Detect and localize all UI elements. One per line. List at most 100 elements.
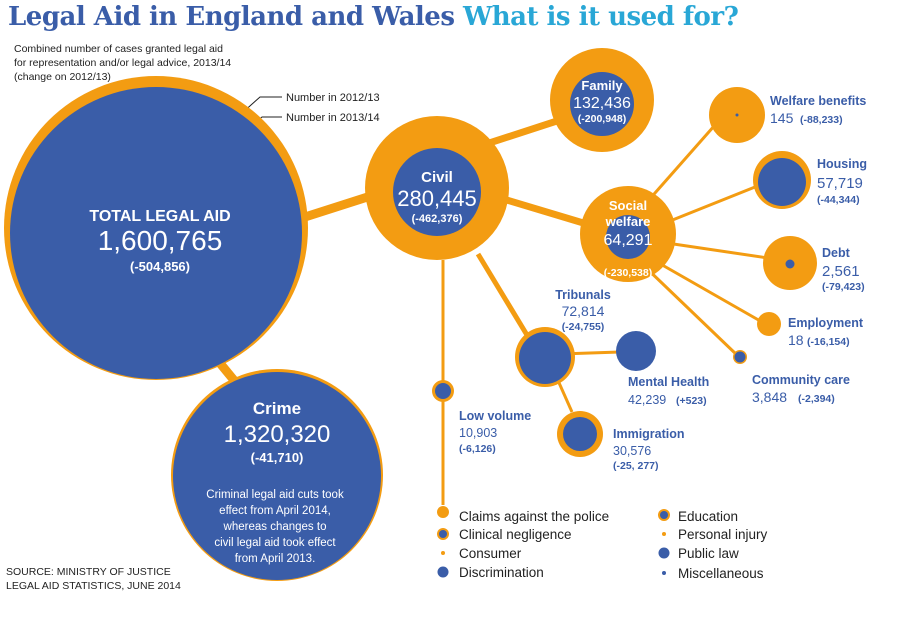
subtitle-line: (change on 2012/13) [14,71,111,83]
debt-change: (-79,423) [822,281,865,293]
crime-note-line: Criminal legal aid cuts took [206,489,344,501]
crime-change: (-41,710) [251,450,304,465]
bubble-civil [365,116,509,260]
community-curr-circle [734,351,746,363]
bubble-welfare [709,87,765,143]
bubble-family [550,48,654,152]
employment-prev-circle [757,312,781,336]
bubble-mental [616,331,656,371]
crime-note-line: civil legal aid took effect [214,537,336,549]
crime-label: Crime [253,399,301,418]
debt-curr-circle [785,259,795,269]
tribunals-label: Tribunals [555,288,611,302]
lowvolume-curr-circle [435,383,451,399]
employment-value: 18 [788,332,804,348]
housing-curr-circle [758,158,806,206]
legend-marker-education-inner [660,511,668,519]
total-value: 1,600,765 [98,225,223,256]
welfare-curr-circle [735,113,739,117]
family-label: Family [581,78,623,93]
legend-marker-public-law [658,547,670,559]
legend-label-clinical-negligence: Clinical negligence [459,527,572,542]
tribunals-curr-circle [519,332,571,384]
debt-label: Debt [822,246,851,260]
crime-curr-circle [173,372,381,580]
crime-note-line: effect from April 2014, [219,505,331,517]
bubble-lowvolume [432,380,454,402]
welfare-change: (-88,233) [800,114,843,126]
community-label: Community care [752,373,850,387]
community-value: 3,848 [752,389,787,405]
civil-label: Civil [421,169,453,186]
housing-label: Housing [817,157,867,171]
legend-marker-claims-police [437,506,449,518]
connector-social-community [638,260,740,358]
bubble-tribunals [515,327,575,387]
employment-label: Employment [788,316,864,330]
housing-change: (-44,344) [817,194,860,206]
legend-marker-miscellaneous [662,571,666,575]
civil-curr-circle [393,148,481,236]
subtitle-line: for representation and/or legal advice, … [14,57,232,69]
title-part-1: Legal Aid in England and Wales [8,2,455,32]
lowvolume-change: (-6,126) [459,443,496,455]
legend-marker-consumer [441,551,445,555]
community-change: (-2,394) [798,393,835,405]
social-label-1: Social [609,198,647,213]
social-change: (-230,538) [604,267,652,279]
subtitle-line: Combined number of cases granted legal a… [14,43,223,55]
social-curr-circle [606,215,650,259]
legend-marker-clinical-negligence-inner [439,530,447,538]
bubble-crime [171,369,383,581]
connector-civil-tribunals [475,252,533,342]
crime-note-line: from April 2013. [235,553,316,565]
page-title: Legal Aid in England and Wales What is i… [8,2,739,32]
key-label-prev: Number in 2012/13 [286,92,380,104]
legend-label-public-law: Public law [678,546,739,561]
welfare-label: Welfare benefits [770,94,866,108]
source-line: SOURCE: MINISTRY OF JUSTICE [6,566,171,578]
bubble-immigration [557,411,603,457]
bubble-debt [763,236,817,290]
legend-label-miscellaneous: Miscellaneous [678,566,764,581]
subtitle: Combined number of cases granted legal a… [14,42,274,84]
immigration-curr-circle [563,417,597,451]
legend-label-claims-police: Claims against the police [459,509,609,524]
title-part-2: What is it used for? [463,2,739,32]
civil-value: 280,445 [397,186,477,211]
legend-label-discrimination: Discrimination [459,565,544,580]
housing-value: 57,719 [817,175,863,192]
source-note: SOURCE: MINISTRY OF JUSTICE LEGAL AID ST… [6,565,181,593]
legend-label-consumer: Consumer [459,546,522,561]
legend-label-education: Education [678,509,738,524]
mental-label: Mental Health [628,375,709,389]
total-change: (-504,856) [130,259,190,274]
civil-change: (-462,376) [412,213,463,225]
total-curr-circle [10,87,302,379]
social-value: 64,291 [604,232,653,249]
social-label-2: welfare [605,214,651,229]
tribunals-change: (-24,755) [562,321,605,333]
immigration-change: (-25, 277) [613,460,659,472]
debt-value: 2,561 [822,263,860,280]
source-line: LEGAL AID STATISTICS, JUNE 2014 [6,580,181,592]
bubble-social [580,186,676,282]
mental-change: (+523) [676,395,707,407]
crime-value: 1,320,320 [224,421,331,448]
legend-marker-personal-injury [662,532,666,536]
connector-social-debt [659,240,769,260]
connector-social-housing [659,183,761,227]
immigration-label: Immigration [613,427,685,441]
total-label: TOTAL LEGAL AID [89,208,230,225]
lowvolume-legend-markers [437,506,670,578]
immigration-value: 30,576 [613,444,651,458]
bubble-total [4,76,308,380]
bubble-community [733,350,747,364]
crime-note-line: whereas changes to [223,521,327,533]
mental-curr-circle [616,331,656,371]
tribunals-value: 72,814 [562,303,605,319]
lowvolume-value: 10,903 [459,426,497,440]
family-value: 132,436 [573,95,631,112]
